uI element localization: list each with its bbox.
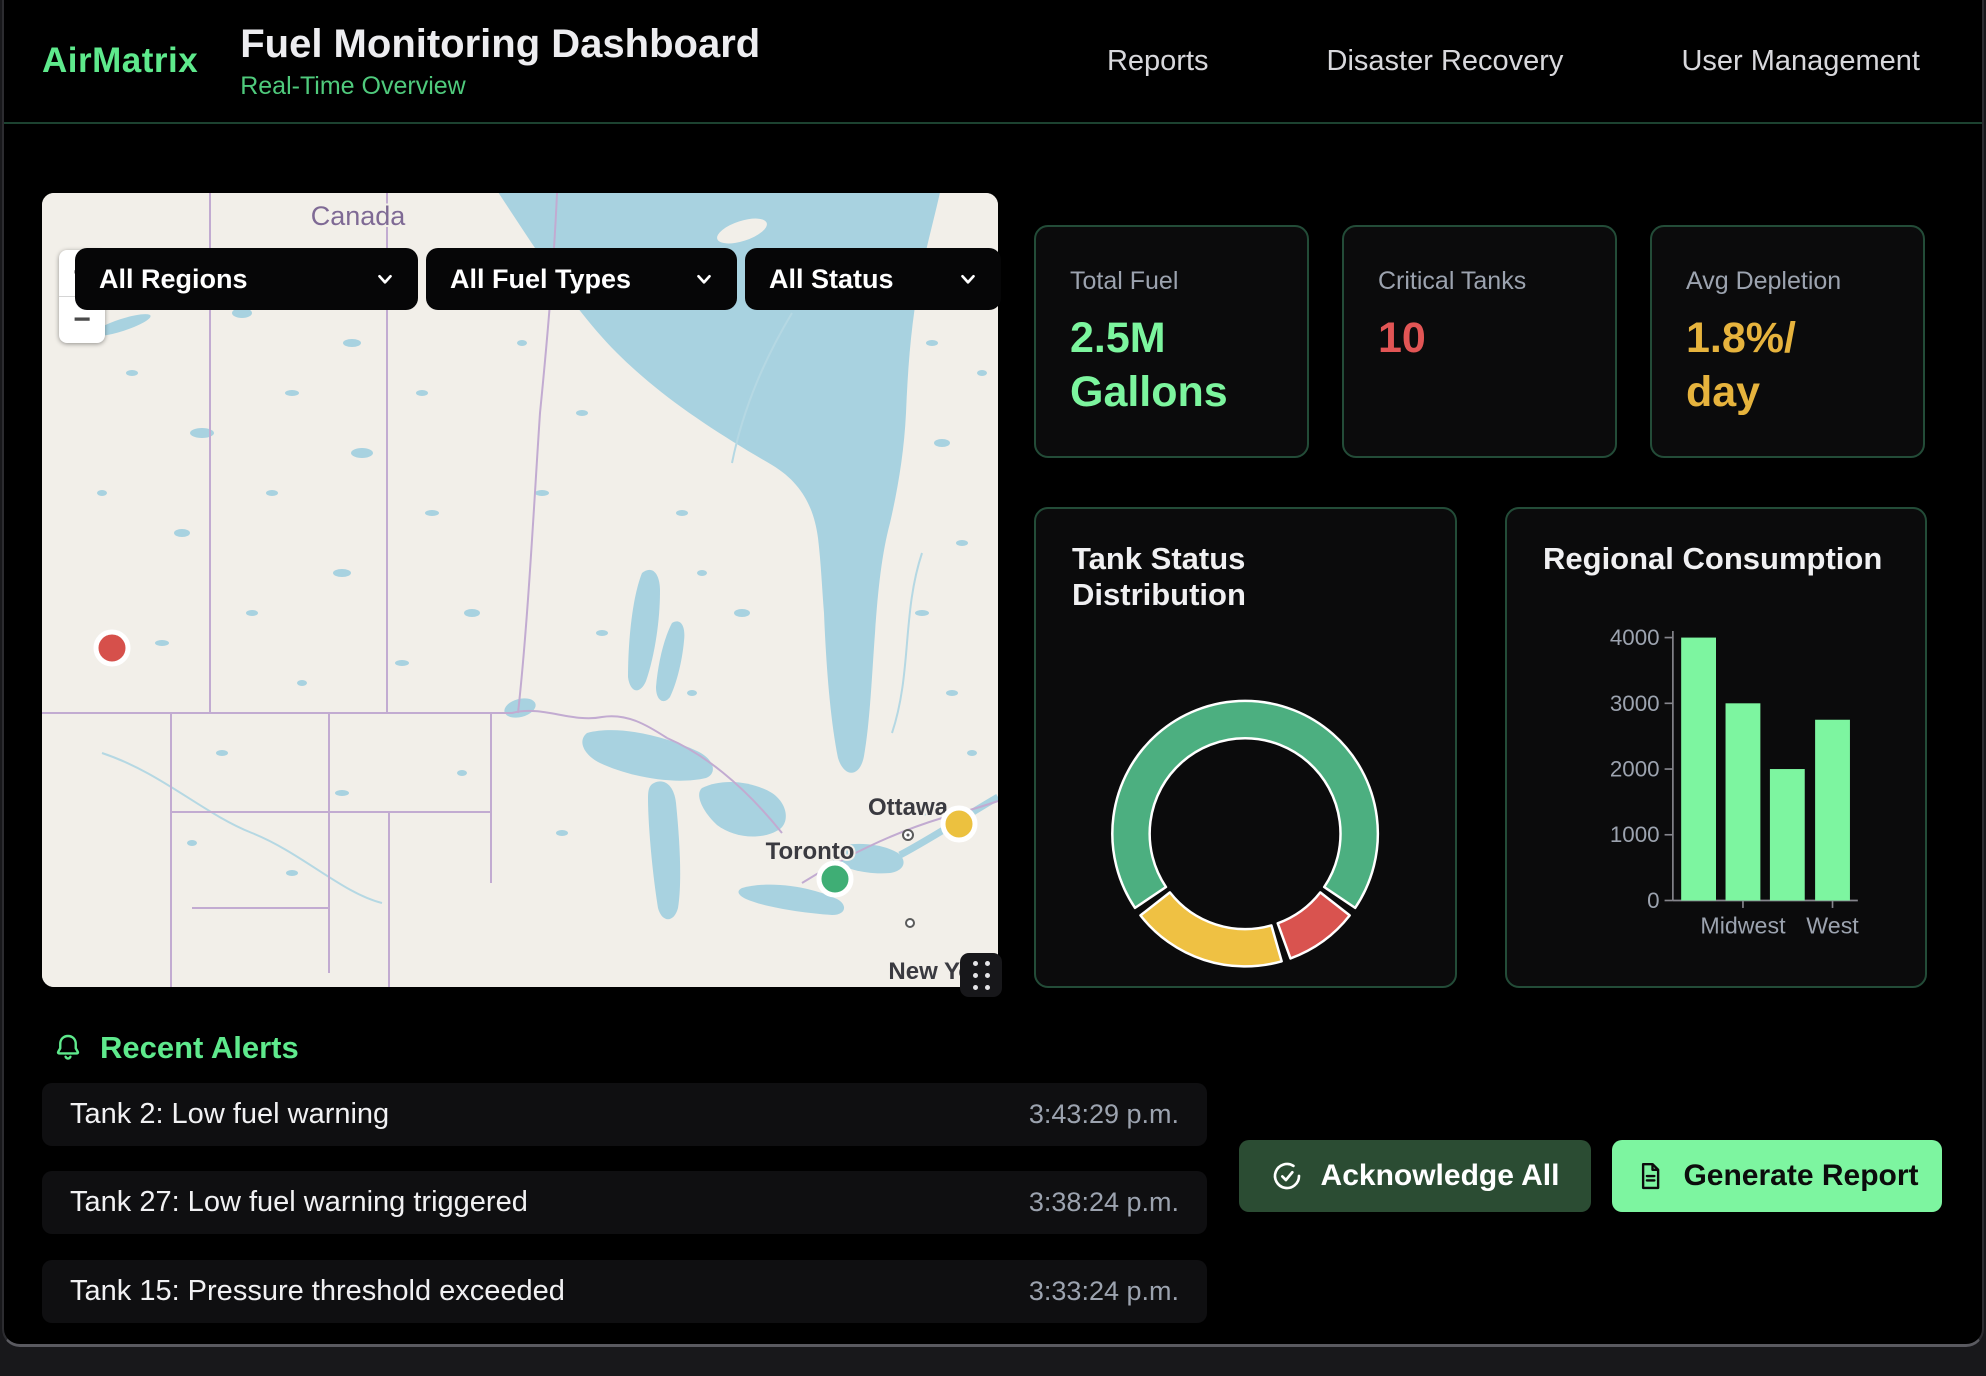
alert-message: Tank 27: Low fuel warning triggered — [70, 1186, 528, 1219]
stat-label: Critical Tanks — [1378, 267, 1581, 296]
page-subtitle: Real-Time Overview — [240, 72, 760, 101]
map-resize-handle[interactable] — [960, 953, 1002, 997]
stat-value: 2.5M Gallons — [1070, 312, 1273, 420]
stat-card-avg-depletion: Avg Depletion 1.8%/ day — [1650, 225, 1925, 458]
map-panel: Canada Ottawa Toronto New York + − Al — [42, 193, 998, 987]
alert-row[interactable]: Tank 15: Pressure threshold exceeded 3:3… — [42, 1260, 1207, 1323]
alert-timestamp: 3:38:24 p.m. — [1029, 1187, 1179, 1218]
status-filter-value: All Status — [769, 264, 894, 295]
map-label-ottawa: Ottawa — [868, 794, 949, 821]
svg-text:0: 0 — [1647, 888, 1659, 913]
svg-text:1000: 1000 — [1610, 822, 1660, 847]
report-file-icon — [1635, 1161, 1665, 1191]
stat-value: 1.8%/ day — [1686, 312, 1889, 420]
svg-text:West: West — [1806, 913, 1859, 939]
chevron-down-icon — [957, 268, 979, 290]
brand-logo: AirMatrix — [42, 41, 198, 81]
map-filters: All Regions All Fuel Types All Status — [75, 248, 1001, 310]
tank-status-chart-card: Tank Status Distribution — [1034, 507, 1457, 988]
stat-card-critical-tanks: Critical Tanks 10 — [1342, 225, 1617, 458]
generate-report-button[interactable]: Generate Report — [1612, 1140, 1942, 1212]
nav-item-disaster-recovery[interactable]: Disaster Recovery — [1327, 45, 1564, 78]
nav-item-user-management[interactable]: User Management — [1681, 45, 1920, 78]
stat-value: 10 — [1378, 312, 1581, 366]
tank-marker-critical[interactable] — [96, 632, 128, 664]
title-block: Fuel Monitoring Dashboard Real-Time Over… — [240, 22, 760, 101]
alert-timestamp: 3:33:24 p.m. — [1029, 1276, 1179, 1307]
acknowledge-all-button[interactable]: Acknowledge All — [1239, 1140, 1591, 1212]
stat-label: Total Fuel — [1070, 267, 1273, 296]
status-filter-dropdown[interactable]: All Status — [745, 248, 1001, 310]
chevron-down-icon — [374, 268, 396, 290]
recent-alerts-header: Recent Alerts — [52, 1030, 299, 1066]
alert-row[interactable]: Tank 27: Low fuel warning triggered 3:38… — [42, 1171, 1207, 1234]
map-label-toronto: Toronto — [766, 838, 855, 865]
regional-consumption-chart-card: Regional Consumption 0 1000 2000 3000 4000 Mi… — [1505, 507, 1927, 988]
dashboard-window: AirMatrix Fuel Monitoring Dashboard Real… — [2, 0, 1984, 1347]
chart-title: Regional Consumption — [1543, 541, 1891, 577]
stat-card-total-fuel: Total Fuel 2.5M Gallons — [1034, 225, 1309, 458]
alert-message: Tank 2: Low fuel warning — [70, 1098, 389, 1131]
tank-marker-warning[interactable] — [943, 808, 975, 840]
svg-text:3000: 3000 — [1610, 691, 1660, 716]
header: AirMatrix Fuel Monitoring Dashboard Real… — [4, 0, 1982, 124]
svg-text:Midwest: Midwest — [1700, 913, 1786, 939]
alert-message: Tank 15: Pressure threshold exceeded — [70, 1275, 565, 1308]
page-title: Fuel Monitoring Dashboard — [240, 22, 760, 66]
stat-label: Avg Depletion — [1686, 267, 1889, 296]
tank-marker-normal[interactable] — [819, 863, 851, 895]
map-canvas: Canada Ottawa Toronto New York — [42, 193, 998, 987]
svg-text:2000: 2000 — [1610, 757, 1660, 782]
map-label-canada: Canada — [311, 201, 407, 231]
chevron-down-icon — [693, 268, 715, 290]
tank-status-donut-chart — [1070, 617, 1421, 1008]
acknowledge-all-label: Acknowledge All — [1321, 1159, 1560, 1193]
svg-text:4000: 4000 — [1610, 625, 1660, 650]
top-nav: Reports Disaster Recovery User Managemen… — [1107, 45, 1982, 78]
check-circle-icon — [1271, 1160, 1303, 1192]
chart-title: Tank Status Distribution — [1072, 541, 1421, 613]
fuel-type-filter-value: All Fuel Types — [450, 264, 631, 295]
regional-consumption-bar-chart: 0 1000 2000 3000 4000 Midwest West — [1541, 581, 1891, 972]
bell-icon — [52, 1032, 84, 1064]
tank-map[interactable]: Canada Ottawa Toronto New York — [42, 193, 998, 987]
alert-timestamp: 3:43:29 p.m. — [1029, 1099, 1179, 1130]
nav-item-reports[interactable]: Reports — [1107, 45, 1209, 78]
newyork-town-icon — [906, 919, 914, 927]
region-filter-dropdown[interactable]: All Regions — [75, 248, 418, 310]
recent-alerts-title: Recent Alerts — [100, 1030, 299, 1066]
fuel-type-filter-dropdown[interactable]: All Fuel Types — [426, 248, 737, 310]
alert-row[interactable]: Tank 2: Low fuel warning 3:43:29 p.m. — [42, 1083, 1207, 1146]
region-filter-value: All Regions — [99, 264, 248, 295]
generate-report-label: Generate Report — [1683, 1159, 1918, 1193]
